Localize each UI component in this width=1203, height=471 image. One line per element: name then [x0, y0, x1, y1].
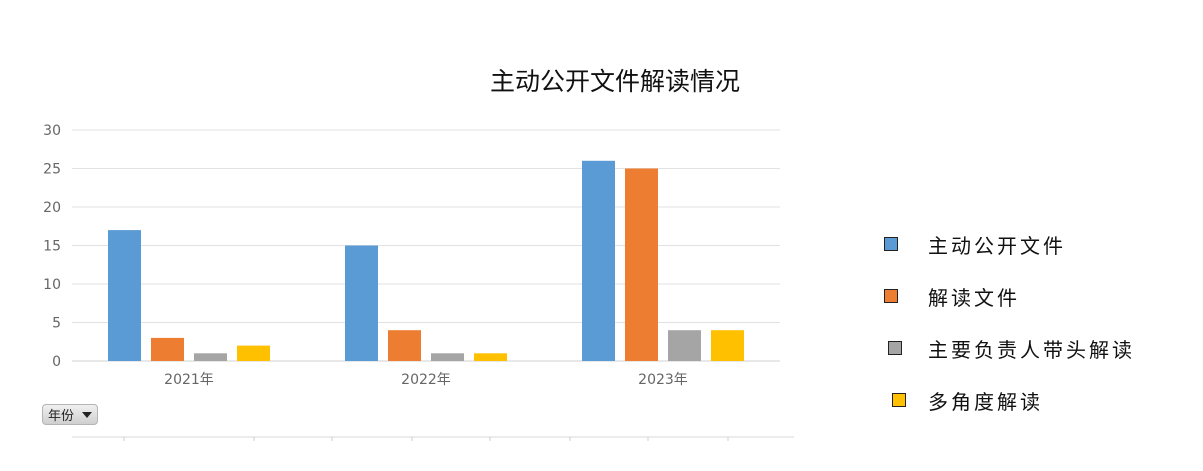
bar-2022年-主动公开文件: [345, 245, 378, 361]
y-tick-label: 5: [52, 316, 61, 332]
legend-label: 多角度解读: [928, 389, 1043, 414]
y-tick-label: 10: [43, 277, 61, 293]
legend-swatch: [884, 237, 898, 251]
bar-2021年-多角度解读: [237, 345, 270, 361]
legend-item: 多角度解读: [884, 374, 1135, 426]
legend-label: 主动公开文件: [928, 233, 1066, 258]
bar-2023年-主动公开文件: [582, 160, 615, 361]
dropdown-arrow-icon: [82, 411, 92, 418]
x-category-label: 2023年: [638, 372, 688, 388]
y-tick-label: 15: [43, 239, 61, 255]
y-axis-ticks: 0 5 10 15 20 25 30: [43, 123, 61, 370]
x-category-label: 2021年: [164, 372, 214, 388]
chart-title: 主动公开文件解读情况: [489, 67, 740, 96]
legend: 主动公开文件 解读文件主要负责人带头解读 多角度解读: [884, 218, 1135, 426]
bar-2023年-主要负责人带头解读: [668, 330, 701, 361]
bottom-axis: [72, 436, 794, 441]
legend-swatch: [888, 341, 902, 355]
bar-2021年-主要负责人带头解读: [194, 353, 227, 361]
y-tick-label: 20: [43, 200, 61, 216]
bar-2022年-解读文件: [388, 330, 421, 361]
bars: [108, 160, 744, 361]
legend-swatch: [892, 393, 906, 407]
bar-2021年-主动公开文件: [108, 230, 141, 361]
year-field-label: 年份: [48, 409, 75, 424]
gridlines: [72, 129, 780, 362]
y-tick-label: 25: [43, 162, 61, 178]
bar-2022年-多角度解读: [474, 353, 507, 361]
y-tick-label: 30: [43, 123, 61, 139]
bar-2022年-主要负责人带头解读: [431, 353, 464, 361]
bar-2021年-解读文件: [151, 337, 184, 361]
x-category-label: 2022年: [401, 372, 451, 388]
legend-label: 主要负责人带头解读: [928, 337, 1135, 362]
legend-item: 主动公开文件: [884, 218, 1135, 270]
legend-item: 解读文件: [884, 270, 1135, 322]
bar-2023年-多角度解读: [711, 330, 744, 361]
legend-label: 解读文件: [928, 285, 1020, 310]
bar-2023年-解读文件: [625, 168, 658, 361]
year-field-button[interactable]: 年份: [42, 404, 98, 425]
x-axis-categories: 2021年 2022年 2023年: [164, 372, 688, 388]
y-tick-label: 0: [52, 354, 61, 370]
legend-swatch: [884, 289, 898, 303]
legend-item: 主要负责人带头解读: [884, 322, 1135, 374]
